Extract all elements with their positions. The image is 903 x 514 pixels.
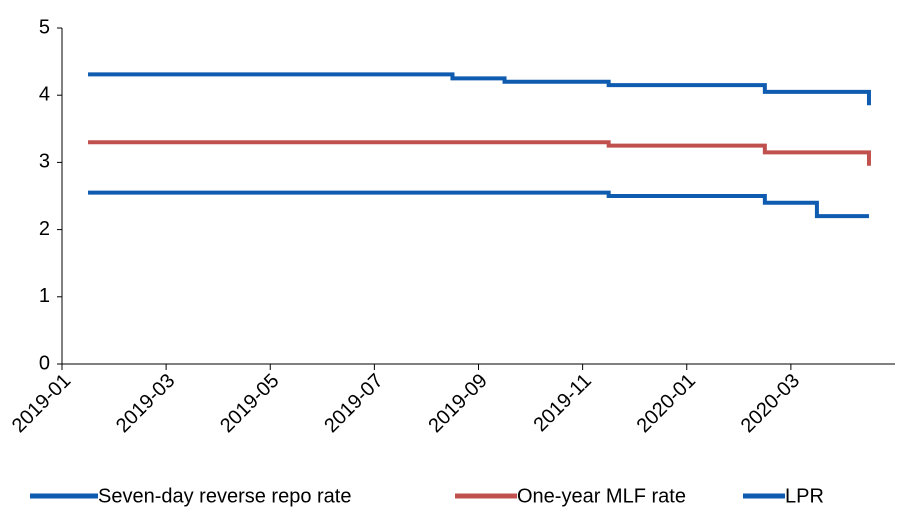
x-tick-label: 2019-05 bbox=[216, 370, 283, 437]
x-tick-label: 2019-07 bbox=[320, 370, 387, 437]
y-tick-label: 2 bbox=[39, 218, 50, 240]
line-series bbox=[88, 190, 869, 219]
y-tick-label: 4 bbox=[39, 83, 50, 105]
y-tick-label: 5 bbox=[39, 16, 50, 38]
y-tick-label: 1 bbox=[39, 285, 50, 307]
legend-label: One-year MLF rate bbox=[517, 485, 686, 507]
line-series bbox=[88, 140, 871, 166]
x-tick-label: 2019-11 bbox=[529, 370, 595, 436]
y-tick-label: 3 bbox=[39, 151, 50, 173]
x-tick-label: 2020-01 bbox=[633, 370, 700, 437]
legend-label: LPR bbox=[785, 485, 824, 507]
x-tick-label: 2019-03 bbox=[112, 370, 179, 437]
x-tick-label: 2020-03 bbox=[737, 370, 804, 437]
y-tick-label: 0 bbox=[39, 352, 50, 374]
legend-label: Seven-day reverse repo rate bbox=[98, 485, 351, 507]
x-tick-label: 2019-01 bbox=[8, 370, 75, 437]
x-tick-label: 2019-09 bbox=[424, 370, 491, 437]
line-series bbox=[88, 72, 871, 106]
